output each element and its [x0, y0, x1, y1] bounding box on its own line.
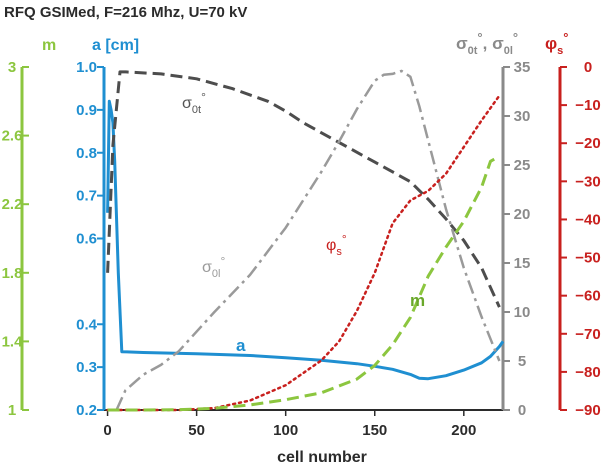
- x-tick-label: 50: [188, 422, 205, 439]
- m-tick-label: 3: [8, 59, 16, 76]
- m-tick-label: 1: [8, 402, 16, 419]
- sigma0t-annotation: σ0t°: [182, 90, 206, 116]
- x-axis-label: cell number: [277, 449, 367, 466]
- phi-axis-label: φs°: [545, 30, 569, 57]
- a-tick-label: 1.0: [76, 59, 97, 76]
- phi-tick-label: −50: [575, 250, 600, 267]
- a-axis-label: a [cm]: [92, 37, 139, 54]
- series-line-sigma0t: [106, 70, 501, 308]
- sigma-tick-label: 10: [514, 304, 531, 321]
- phis-annotation: φs°: [326, 232, 347, 258]
- x-tick-label: 100: [273, 422, 298, 439]
- phi-tick-label: −60: [575, 288, 600, 305]
- phi-tick-label: −20: [575, 135, 600, 152]
- a-tick-label: 0.8: [76, 145, 97, 162]
- phi-tick-label: 0: [584, 59, 592, 76]
- phi-tick-label: −70: [575, 326, 600, 343]
- a-tick-label: 0.3: [76, 359, 97, 376]
- sigma-axis-label: σ0t°, σ0l°: [456, 30, 518, 57]
- a-tick-label: 0.9: [76, 102, 97, 119]
- series-line-a: [106, 99, 505, 381]
- a-tick-label: 0.4: [76, 316, 98, 333]
- sigma-tick-label: 15: [514, 255, 531, 272]
- m-tick-label: 1.8: [2, 265, 23, 282]
- sigma-tick-label: 5: [518, 353, 526, 370]
- phi-tick-label: −30: [575, 173, 600, 190]
- phi-tick-label: −80: [575, 364, 600, 381]
- a-tick-label: 0.6: [76, 231, 97, 248]
- a-tick-label: 0.2: [76, 402, 97, 419]
- sigma-tick-label: 35: [514, 59, 531, 76]
- x-tick-label: 150: [362, 422, 387, 439]
- series-line-phis: [106, 94, 501, 412]
- sigma-tick-label: 25: [514, 157, 531, 174]
- series-line-sigma0l: [115, 69, 501, 411]
- m-tick-label: 1.4: [2, 333, 24, 350]
- a-annotation: a: [236, 336, 246, 355]
- m-annotation: m: [410, 291, 425, 310]
- phi-tick-label: −40: [575, 211, 600, 228]
- chart-title: RFQ GSIMed, F=216 Mhz, U=70 kV: [4, 4, 247, 21]
- sigma-tick-label: 20: [514, 206, 531, 223]
- a-tick-label: 0.7: [76, 188, 97, 205]
- x-tick-label: 0: [103, 422, 111, 439]
- sigma-tick-label: 30: [514, 108, 531, 125]
- m-tick-label: 2.6: [2, 128, 23, 145]
- phi-tick-label: −10: [575, 97, 600, 114]
- phi-tick-label: −90: [575, 402, 600, 419]
- x-tick-label: 200: [451, 422, 476, 439]
- sigma0l-annotation: σ0l°: [202, 254, 225, 280]
- m-tick-label: 2.2: [2, 196, 23, 213]
- m-axis-label: m: [42, 37, 56, 54]
- series-line-m: [107, 154, 501, 412]
- sigma-tick-label: 0: [518, 402, 526, 419]
